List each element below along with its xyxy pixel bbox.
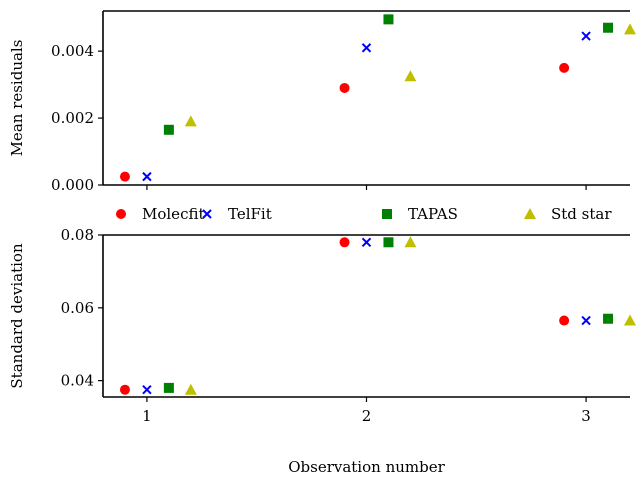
top-y-tick-label: 0.004 (51, 42, 94, 60)
top-point-std-star (624, 23, 636, 35)
top-point-tapas (163, 124, 174, 135)
bottom-x-axis-label: Observation number (288, 458, 445, 476)
top-point-telfit (581, 31, 591, 41)
legend-marker-telfit (202, 209, 212, 219)
top-y-tick-label: 0.002 (51, 109, 94, 127)
mean-residuals-panel: 0.000 0.002 0.004 Mean residuals (8, 10, 636, 194)
top-point-std-star (404, 70, 417, 82)
bottom-point-telfit (142, 385, 152, 395)
bottom-point-telfit (361, 237, 372, 247)
bottom-point-telfit (581, 315, 591, 326)
legend-label-tapas: TAPAS (408, 205, 458, 223)
bottom-point-molecfit (339, 237, 350, 248)
bottom-point-std-star (404, 236, 417, 248)
bottom-point-tapas (383, 237, 394, 248)
legend-marker-std-star (524, 208, 536, 219)
bottom-y-tick-label: 0.06 (61, 299, 94, 317)
bottom-y-axis-label: Standard deviation (8, 243, 26, 389)
top-point-telfit (361, 43, 372, 53)
top-y-tick-label: 0.000 (51, 176, 94, 194)
standard-deviation-panel: 0.04 0.06 0.08 1 2 3 Standard deviation Observa… (8, 226, 636, 476)
top-point-molecfit (339, 82, 350, 93)
bottom-x-tick-label: 3 (581, 407, 591, 425)
bottom-y-tick-label: 0.08 (61, 226, 94, 244)
bottom-point-tapas (163, 382, 174, 393)
top-point-molecfit (119, 171, 130, 182)
legend: Molecfit TelFit TAPAS Std star (116, 205, 612, 223)
bottom-y-tick-label: 0.04 (61, 372, 94, 390)
legend-label-telfit: TelFit (228, 205, 272, 223)
bottom-x-tick-label: 1 (142, 407, 152, 425)
top-point-telfit (142, 171, 152, 182)
bottom-point-molecfit (119, 384, 130, 395)
top-point-molecfit (559, 62, 570, 73)
bottom-point-std-star (624, 314, 636, 326)
bottom-x-tick-label: 2 (362, 407, 372, 425)
top-y-axis-label: Mean residuals (8, 40, 26, 157)
legend-marker-tapas (382, 209, 392, 219)
top-point-tapas (603, 22, 614, 33)
legend-label-std-star: Std star (551, 205, 612, 223)
legend-marker-molecfit (116, 209, 126, 219)
bottom-point-molecfit (559, 315, 570, 326)
top-point-tapas (383, 14, 394, 25)
legend-label-molecfit: Molecfit (142, 205, 205, 223)
bottom-point-tapas (603, 313, 614, 324)
bottom-point-std-star (184, 383, 197, 395)
top-point-std-star (184, 115, 197, 127)
